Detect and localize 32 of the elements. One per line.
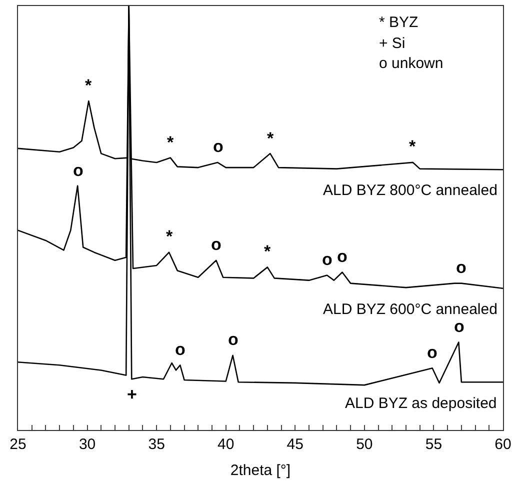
annotation: * xyxy=(409,137,416,156)
x-axis-title: 2theta [°] xyxy=(230,462,291,479)
x-tick-label: 35 xyxy=(148,436,165,453)
annotation: o xyxy=(211,235,222,254)
annotation: o xyxy=(228,330,238,349)
annotation: * xyxy=(166,227,173,246)
annotation: * BYZ xyxy=(379,14,418,31)
x-tick-label: 40 xyxy=(218,436,234,453)
annotation: o unkown xyxy=(379,55,444,72)
annotation: o xyxy=(322,250,332,269)
annotation: * xyxy=(267,129,274,148)
annotation: + Si xyxy=(379,35,406,52)
x-tick-label: 60 xyxy=(494,436,512,453)
x-tick-label: 25 xyxy=(10,436,26,453)
annotation: o xyxy=(456,258,466,277)
annotation: * xyxy=(85,76,92,95)
annotation: + xyxy=(127,385,137,404)
x-tick-label: 30 xyxy=(78,436,96,453)
annotation: o xyxy=(73,161,84,180)
x-tick-label: 50 xyxy=(356,436,373,453)
annotation: o xyxy=(427,343,438,362)
annotation: o xyxy=(175,340,186,359)
series-label: ALD BYZ as deposited xyxy=(345,395,497,412)
annotation: * xyxy=(167,133,174,152)
annotation: o xyxy=(454,317,464,336)
x-tick-label: 55 xyxy=(425,436,442,453)
annotation: o xyxy=(213,137,224,156)
annotation: o xyxy=(337,247,348,266)
series-label: ALD BYZ 600°C annealed xyxy=(323,301,498,318)
x-tick-label: 45 xyxy=(286,436,304,453)
series-label: ALD BYZ 800°C annealed xyxy=(323,182,498,199)
annotation: * xyxy=(264,242,271,261)
